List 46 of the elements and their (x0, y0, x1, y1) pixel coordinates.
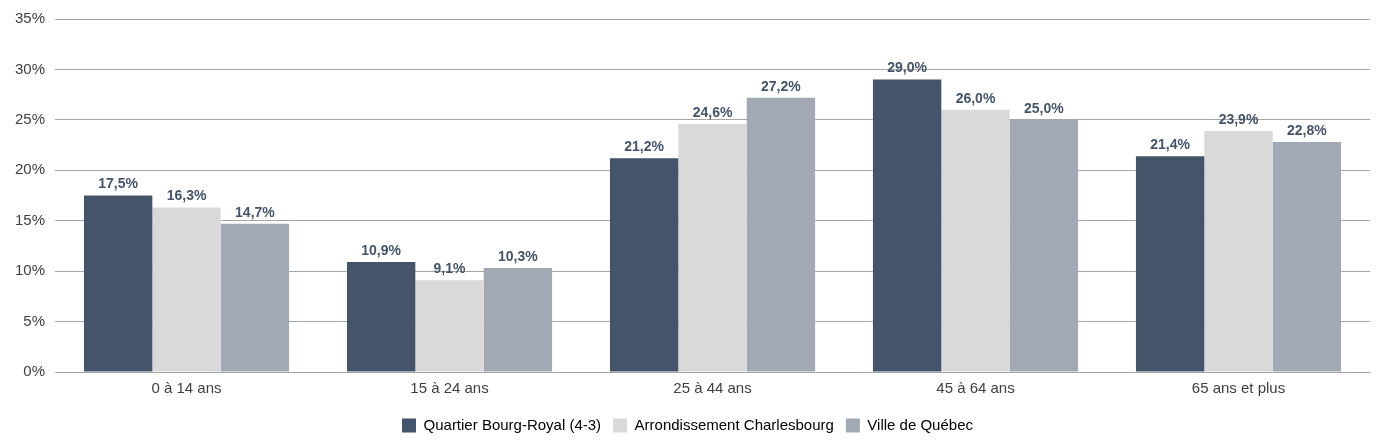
data-label: 10,9% (361, 241, 402, 258)
data-label: 24,6% (692, 103, 733, 120)
y-tick-label: 0% (23, 362, 46, 380)
bar (746, 97, 816, 372)
data-label: 21,2% (624, 138, 665, 155)
y-tick-label: 25% (14, 110, 46, 127)
data-label: 17,5% (98, 175, 139, 192)
x-tick-label: 0 à 14 ans (151, 379, 222, 397)
data-label: 27,2% (761, 77, 802, 94)
bar (152, 207, 221, 372)
data-label: 10,3% (498, 247, 539, 264)
bar (220, 223, 290, 372)
legend-label: Quartier Bourg-Royal (4-3) (423, 415, 602, 433)
data-label: 22,8% (1287, 121, 1328, 138)
data-label: 23,9% (1218, 110, 1259, 127)
y-tick-label: 10% (14, 261, 46, 279)
bar (346, 262, 416, 372)
bar (1204, 130, 1273, 372)
bar (609, 158, 679, 372)
legend-label: Arrondissement Charlesbourg (634, 415, 834, 433)
data-label: 16,3% (166, 187, 207, 204)
legend-label: Ville de Québec (867, 415, 974, 433)
data-label: 25,0% (1024, 99, 1065, 116)
y-tick-label: 30% (14, 59, 46, 77)
bar (83, 195, 153, 372)
data-label: 9,1% (433, 260, 467, 277)
y-tick-label: 15% (14, 210, 46, 228)
bar (1009, 119, 1079, 372)
x-tick-label: 45 à 64 ans (936, 379, 1015, 397)
x-tick-label: 65 ans et plus (1191, 379, 1286, 397)
data-label: 14,7% (235, 203, 276, 220)
y-tick-label: 35% (14, 9, 46, 27)
data-label: 26,0% (955, 89, 996, 106)
y-tick-label: 20% (14, 160, 46, 178)
bar (483, 268, 553, 372)
x-tick-label: 25 à 44 ans (673, 379, 752, 397)
data-label: 21,4% (1150, 136, 1191, 153)
bar (941, 109, 1010, 372)
bar (415, 280, 484, 372)
bar (1272, 142, 1342, 372)
data-label: 29,0% (887, 59, 928, 76)
y-tick-label: 5% (23, 311, 46, 329)
bar (1135, 156, 1205, 372)
x-tick-label: 15 à 24 ans (410, 379, 489, 397)
bar (872, 79, 942, 372)
bar (678, 123, 747, 372)
